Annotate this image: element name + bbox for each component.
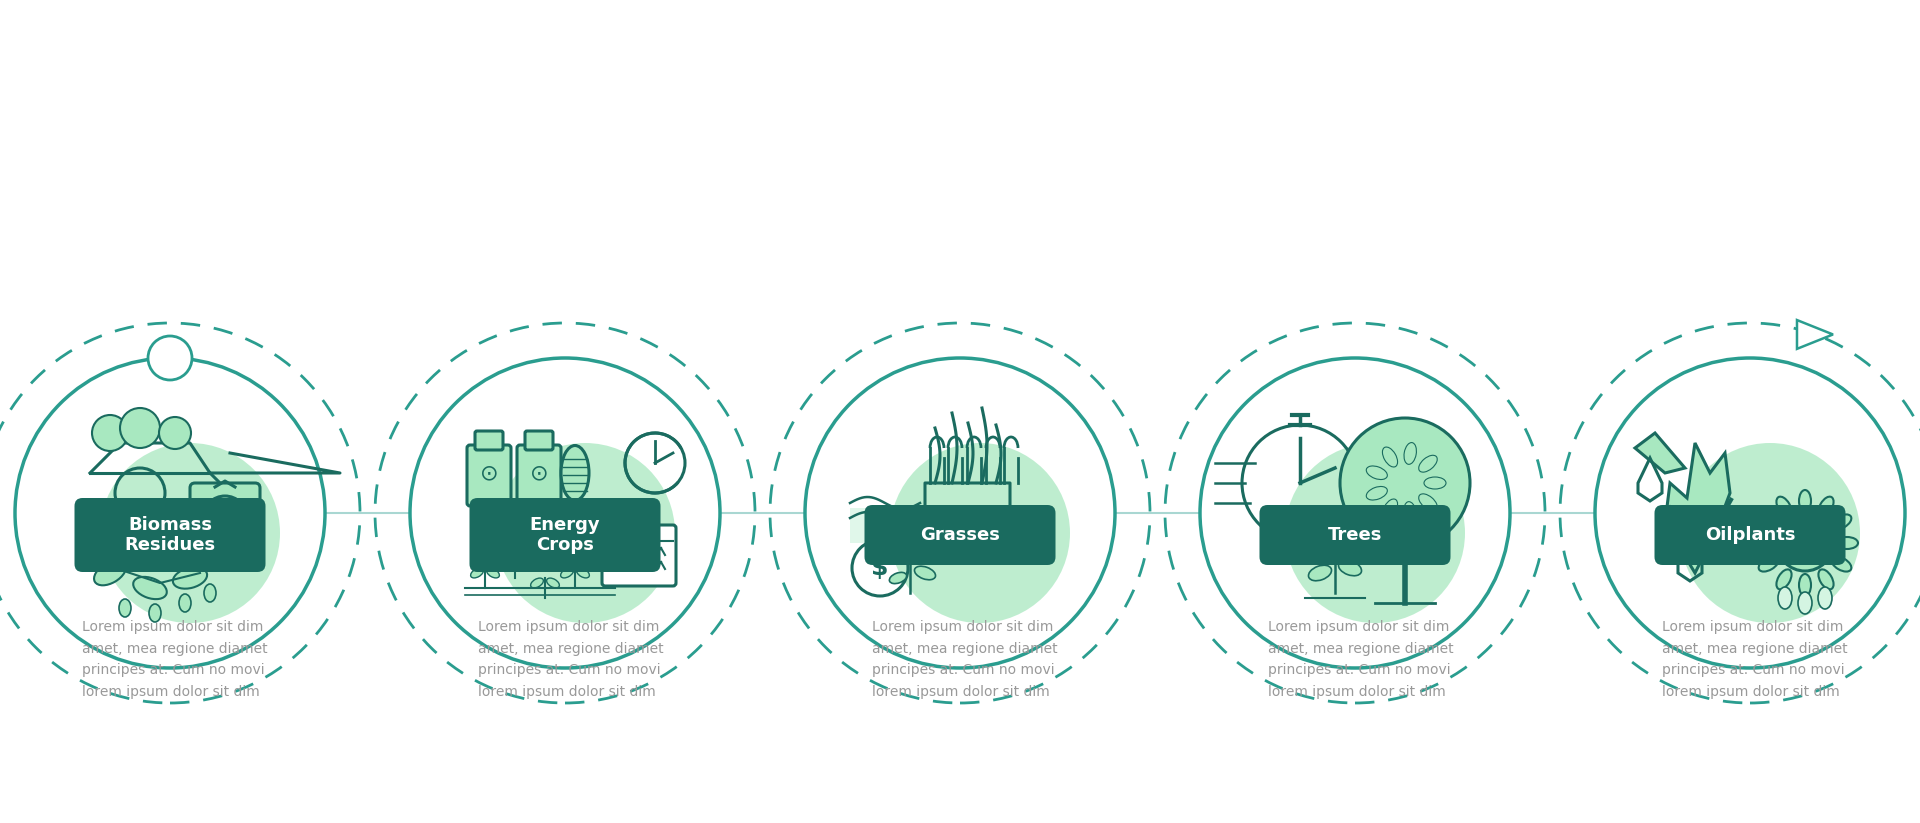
- Ellipse shape: [204, 584, 215, 602]
- Ellipse shape: [1818, 587, 1832, 609]
- Ellipse shape: [547, 578, 559, 588]
- Circle shape: [92, 415, 129, 451]
- Text: Energy
Crops: Energy Crops: [530, 515, 601, 555]
- Ellipse shape: [470, 568, 484, 578]
- FancyBboxPatch shape: [467, 445, 511, 506]
- Circle shape: [1200, 358, 1509, 668]
- Ellipse shape: [1367, 486, 1388, 500]
- Ellipse shape: [1308, 565, 1332, 581]
- Polygon shape: [1797, 320, 1834, 349]
- Ellipse shape: [1832, 556, 1851, 571]
- Ellipse shape: [1404, 502, 1417, 523]
- Ellipse shape: [94, 560, 127, 585]
- Ellipse shape: [516, 558, 530, 568]
- Circle shape: [495, 443, 676, 623]
- Text: Lorem ipsum dolor sit dim
amet, mea regione diamet
principes at. Cum no movi
lor: Lorem ipsum dolor sit dim amet, mea regi…: [83, 620, 269, 699]
- Ellipse shape: [914, 566, 935, 579]
- Text: ⊙: ⊙: [480, 463, 499, 483]
- Circle shape: [1596, 358, 1905, 668]
- Polygon shape: [1636, 433, 1686, 473]
- Ellipse shape: [1778, 587, 1791, 609]
- Text: Lorem ipsum dolor sit dim
amet, mea regione diamet
principes at. Cum no movi
lor: Lorem ipsum dolor sit dim amet, mea regi…: [1267, 620, 1453, 699]
- Ellipse shape: [150, 604, 161, 622]
- FancyBboxPatch shape: [75, 498, 265, 572]
- Ellipse shape: [179, 594, 190, 612]
- Text: Lorem ipsum dolor sit dim
amet, mea regione diamet
principes at. Cum no movi
lor: Lorem ipsum dolor sit dim amet, mea regi…: [478, 620, 662, 699]
- Ellipse shape: [561, 445, 589, 500]
- Ellipse shape: [501, 558, 513, 568]
- Circle shape: [411, 358, 720, 668]
- Ellipse shape: [1797, 592, 1812, 614]
- Text: Lorem ipsum dolor sit dim
amet, mea regione diamet
principes at. Cum no movi
lor: Lorem ipsum dolor sit dim amet, mea regi…: [872, 620, 1058, 699]
- Ellipse shape: [1818, 570, 1834, 589]
- FancyBboxPatch shape: [516, 445, 561, 506]
- Ellipse shape: [1338, 560, 1361, 576]
- Circle shape: [1778, 515, 1834, 571]
- Ellipse shape: [1836, 537, 1859, 549]
- Circle shape: [1340, 418, 1471, 548]
- Circle shape: [1680, 443, 1860, 623]
- Ellipse shape: [576, 568, 589, 578]
- FancyBboxPatch shape: [470, 498, 660, 572]
- Ellipse shape: [1832, 514, 1851, 529]
- Text: Trees: Trees: [1329, 526, 1382, 544]
- FancyBboxPatch shape: [1655, 505, 1845, 565]
- Ellipse shape: [1382, 447, 1398, 467]
- Ellipse shape: [1751, 537, 1774, 549]
- Circle shape: [159, 417, 190, 449]
- FancyBboxPatch shape: [524, 431, 553, 450]
- Text: Grasses: Grasses: [920, 526, 1000, 544]
- Text: Biomass
Residues: Biomass Residues: [125, 515, 215, 555]
- Ellipse shape: [1759, 514, 1778, 529]
- Ellipse shape: [1799, 574, 1811, 596]
- Ellipse shape: [889, 572, 906, 584]
- Ellipse shape: [1759, 556, 1778, 571]
- Text: Oilplants: Oilplants: [1705, 526, 1795, 544]
- Circle shape: [119, 408, 159, 448]
- Circle shape: [1284, 443, 1465, 623]
- Ellipse shape: [1425, 477, 1446, 489]
- Text: $: $: [872, 556, 889, 580]
- FancyBboxPatch shape: [603, 525, 676, 586]
- Text: Lorem ipsum dolor sit dim
amet, mea regione diamet
principes at. Cum no movi
lor: Lorem ipsum dolor sit dim amet, mea regi…: [1663, 620, 1849, 699]
- Ellipse shape: [1776, 570, 1791, 589]
- Circle shape: [15, 358, 324, 668]
- Ellipse shape: [132, 577, 167, 599]
- Ellipse shape: [1404, 443, 1417, 464]
- FancyBboxPatch shape: [474, 431, 503, 450]
- Circle shape: [547, 515, 603, 571]
- Circle shape: [100, 443, 280, 623]
- Circle shape: [891, 443, 1069, 623]
- Ellipse shape: [1818, 496, 1834, 517]
- FancyBboxPatch shape: [864, 505, 1056, 565]
- Circle shape: [148, 336, 192, 380]
- Ellipse shape: [1776, 496, 1791, 517]
- Polygon shape: [851, 508, 920, 543]
- Ellipse shape: [561, 568, 574, 578]
- Ellipse shape: [173, 567, 207, 588]
- Ellipse shape: [1799, 490, 1811, 512]
- Ellipse shape: [1419, 494, 1438, 511]
- Ellipse shape: [1419, 455, 1438, 472]
- Ellipse shape: [530, 578, 543, 588]
- FancyBboxPatch shape: [1260, 505, 1450, 565]
- Ellipse shape: [486, 568, 499, 578]
- Ellipse shape: [119, 599, 131, 617]
- Text: ⊙: ⊙: [530, 463, 549, 483]
- FancyBboxPatch shape: [190, 483, 259, 563]
- Ellipse shape: [1382, 499, 1398, 519]
- Circle shape: [804, 358, 1116, 668]
- Polygon shape: [1665, 443, 1730, 573]
- Ellipse shape: [1367, 466, 1388, 480]
